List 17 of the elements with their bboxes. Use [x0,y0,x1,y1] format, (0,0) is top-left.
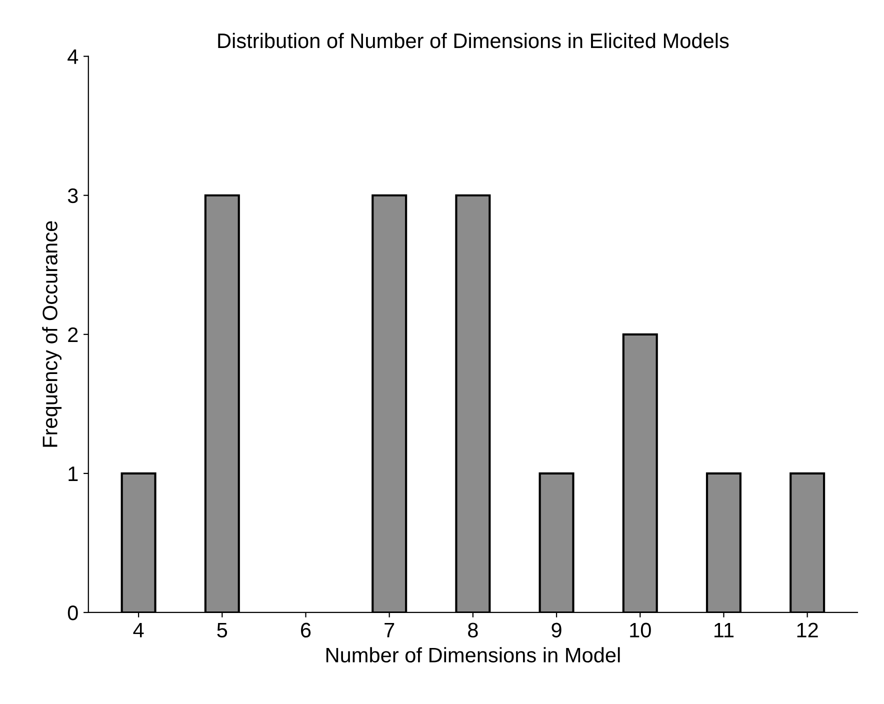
y-tick-label: 0 [68,605,78,620]
x-tick-label: 4 [133,622,144,638]
x-tick-label: 12 [797,622,818,638]
x-tick-label: 8 [468,622,478,638]
y-tick-label: 1 [68,466,78,481]
y-tick-label: 4 [68,50,78,64]
chart-title: Distribution of Number of Dimensions in Elicited Models [218,32,729,48]
x-tick-label: 11 [714,622,734,638]
x-tick-label: 10 [630,622,651,638]
y-axis-title: Frequency of Occurance [42,221,62,447]
x-tick-label: 5 [217,622,228,638]
y-tick-label: 2 [68,327,78,342]
y-tick-label: 3 [68,188,78,204]
x-tick-label: 9 [552,622,562,638]
x-tick-label: 6 [301,622,311,638]
x-axis-title: Number of Dimensions in Model [326,647,620,662]
x-tick-label: 7 [384,622,394,638]
